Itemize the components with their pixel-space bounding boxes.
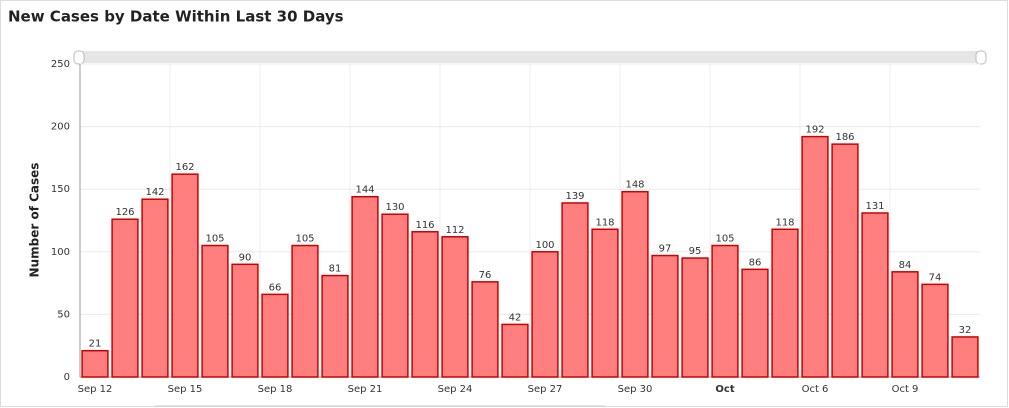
scroll-handle-right[interactable] <box>975 50 987 65</box>
bar <box>171 173 199 378</box>
data-label: 74 <box>929 272 942 283</box>
data-label: 105 <box>205 234 224 245</box>
scroll-track[interactable] <box>80 51 980 63</box>
data-label: 144 <box>355 185 374 196</box>
data-label: 116 <box>415 220 434 231</box>
bar <box>441 236 469 378</box>
y-tick-label: 150 <box>51 184 70 195</box>
x-tick-label: Sep 30 <box>618 384 653 395</box>
x-tick-label: Sep 18 <box>258 384 293 395</box>
data-label: 186 <box>835 132 854 143</box>
bar <box>861 212 889 378</box>
x-tick-label: Sep 27 <box>528 384 563 395</box>
x-tick-label: Sep 24 <box>438 384 473 395</box>
y-tick-label: 200 <box>51 122 70 133</box>
data-label: 148 <box>625 180 644 191</box>
bar <box>801 135 829 378</box>
data-label: 66 <box>269 282 282 293</box>
data-label: 32 <box>959 325 972 336</box>
bar <box>921 283 949 378</box>
bar <box>201 244 229 378</box>
bar <box>771 228 799 378</box>
x-tick-label: Oct <box>715 384 734 395</box>
data-label: 118 <box>595 217 614 228</box>
bar <box>891 271 919 378</box>
bar <box>81 349 109 378</box>
y-tick-label: 50 <box>57 309 70 320</box>
x-tick-label: Sep 15 <box>168 384 203 395</box>
data-label: 105 <box>715 234 734 245</box>
data-label: 21 <box>89 339 102 350</box>
data-label: 97 <box>659 244 672 255</box>
data-label: 76 <box>479 270 492 281</box>
data-label: 118 <box>775 217 794 228</box>
bar <box>741 268 769 378</box>
bar <box>381 213 409 378</box>
bar <box>411 231 439 378</box>
data-label: 81 <box>329 264 342 275</box>
y-axis-title: Number of Cases <box>28 163 42 278</box>
data-label: 90 <box>239 252 252 263</box>
bar <box>561 202 589 378</box>
data-label: 86 <box>749 257 762 268</box>
data-label: 142 <box>145 187 164 198</box>
bar <box>651 254 679 378</box>
y-tick-label: 100 <box>51 247 70 258</box>
data-label: 192 <box>805 125 824 136</box>
bar <box>261 293 289 378</box>
data-label: 84 <box>899 260 912 271</box>
x-tick-label: Sep 12 <box>78 384 113 395</box>
bar <box>621 190 649 378</box>
bar <box>951 336 979 378</box>
x-tick-label: Oct 9 <box>892 384 919 395</box>
y-tick-label: 0 <box>64 372 70 383</box>
x-tick-label: Sep 21 <box>348 384 383 395</box>
bar <box>351 195 379 378</box>
bar <box>291 244 319 378</box>
bar <box>231 263 259 378</box>
data-label: 131 <box>865 201 884 212</box>
data-label: 42 <box>509 312 522 323</box>
data-label: 100 <box>535 240 554 251</box>
scroll-handle-left[interactable] <box>73 50 85 65</box>
bar <box>471 281 499 378</box>
bar <box>501 323 529 378</box>
bar <box>531 251 559 378</box>
data-label: 112 <box>445 225 464 236</box>
chart-title: New Cases by Date Within Last 30 Days <box>8 8 344 26</box>
data-label: 130 <box>385 202 404 213</box>
bar <box>141 198 169 378</box>
data-label: 162 <box>175 162 194 173</box>
bar <box>591 228 619 378</box>
data-label: 139 <box>565 191 584 202</box>
data-label: 105 <box>295 234 314 245</box>
bar <box>711 244 739 378</box>
data-label: 126 <box>115 207 134 218</box>
bar <box>321 274 349 378</box>
bar <box>681 257 709 378</box>
bar <box>111 218 139 378</box>
y-tick-label: 250 <box>51 59 70 70</box>
x-tick-label: Oct 6 <box>802 384 829 395</box>
data-label: 95 <box>689 246 702 257</box>
bar <box>831 143 859 378</box>
